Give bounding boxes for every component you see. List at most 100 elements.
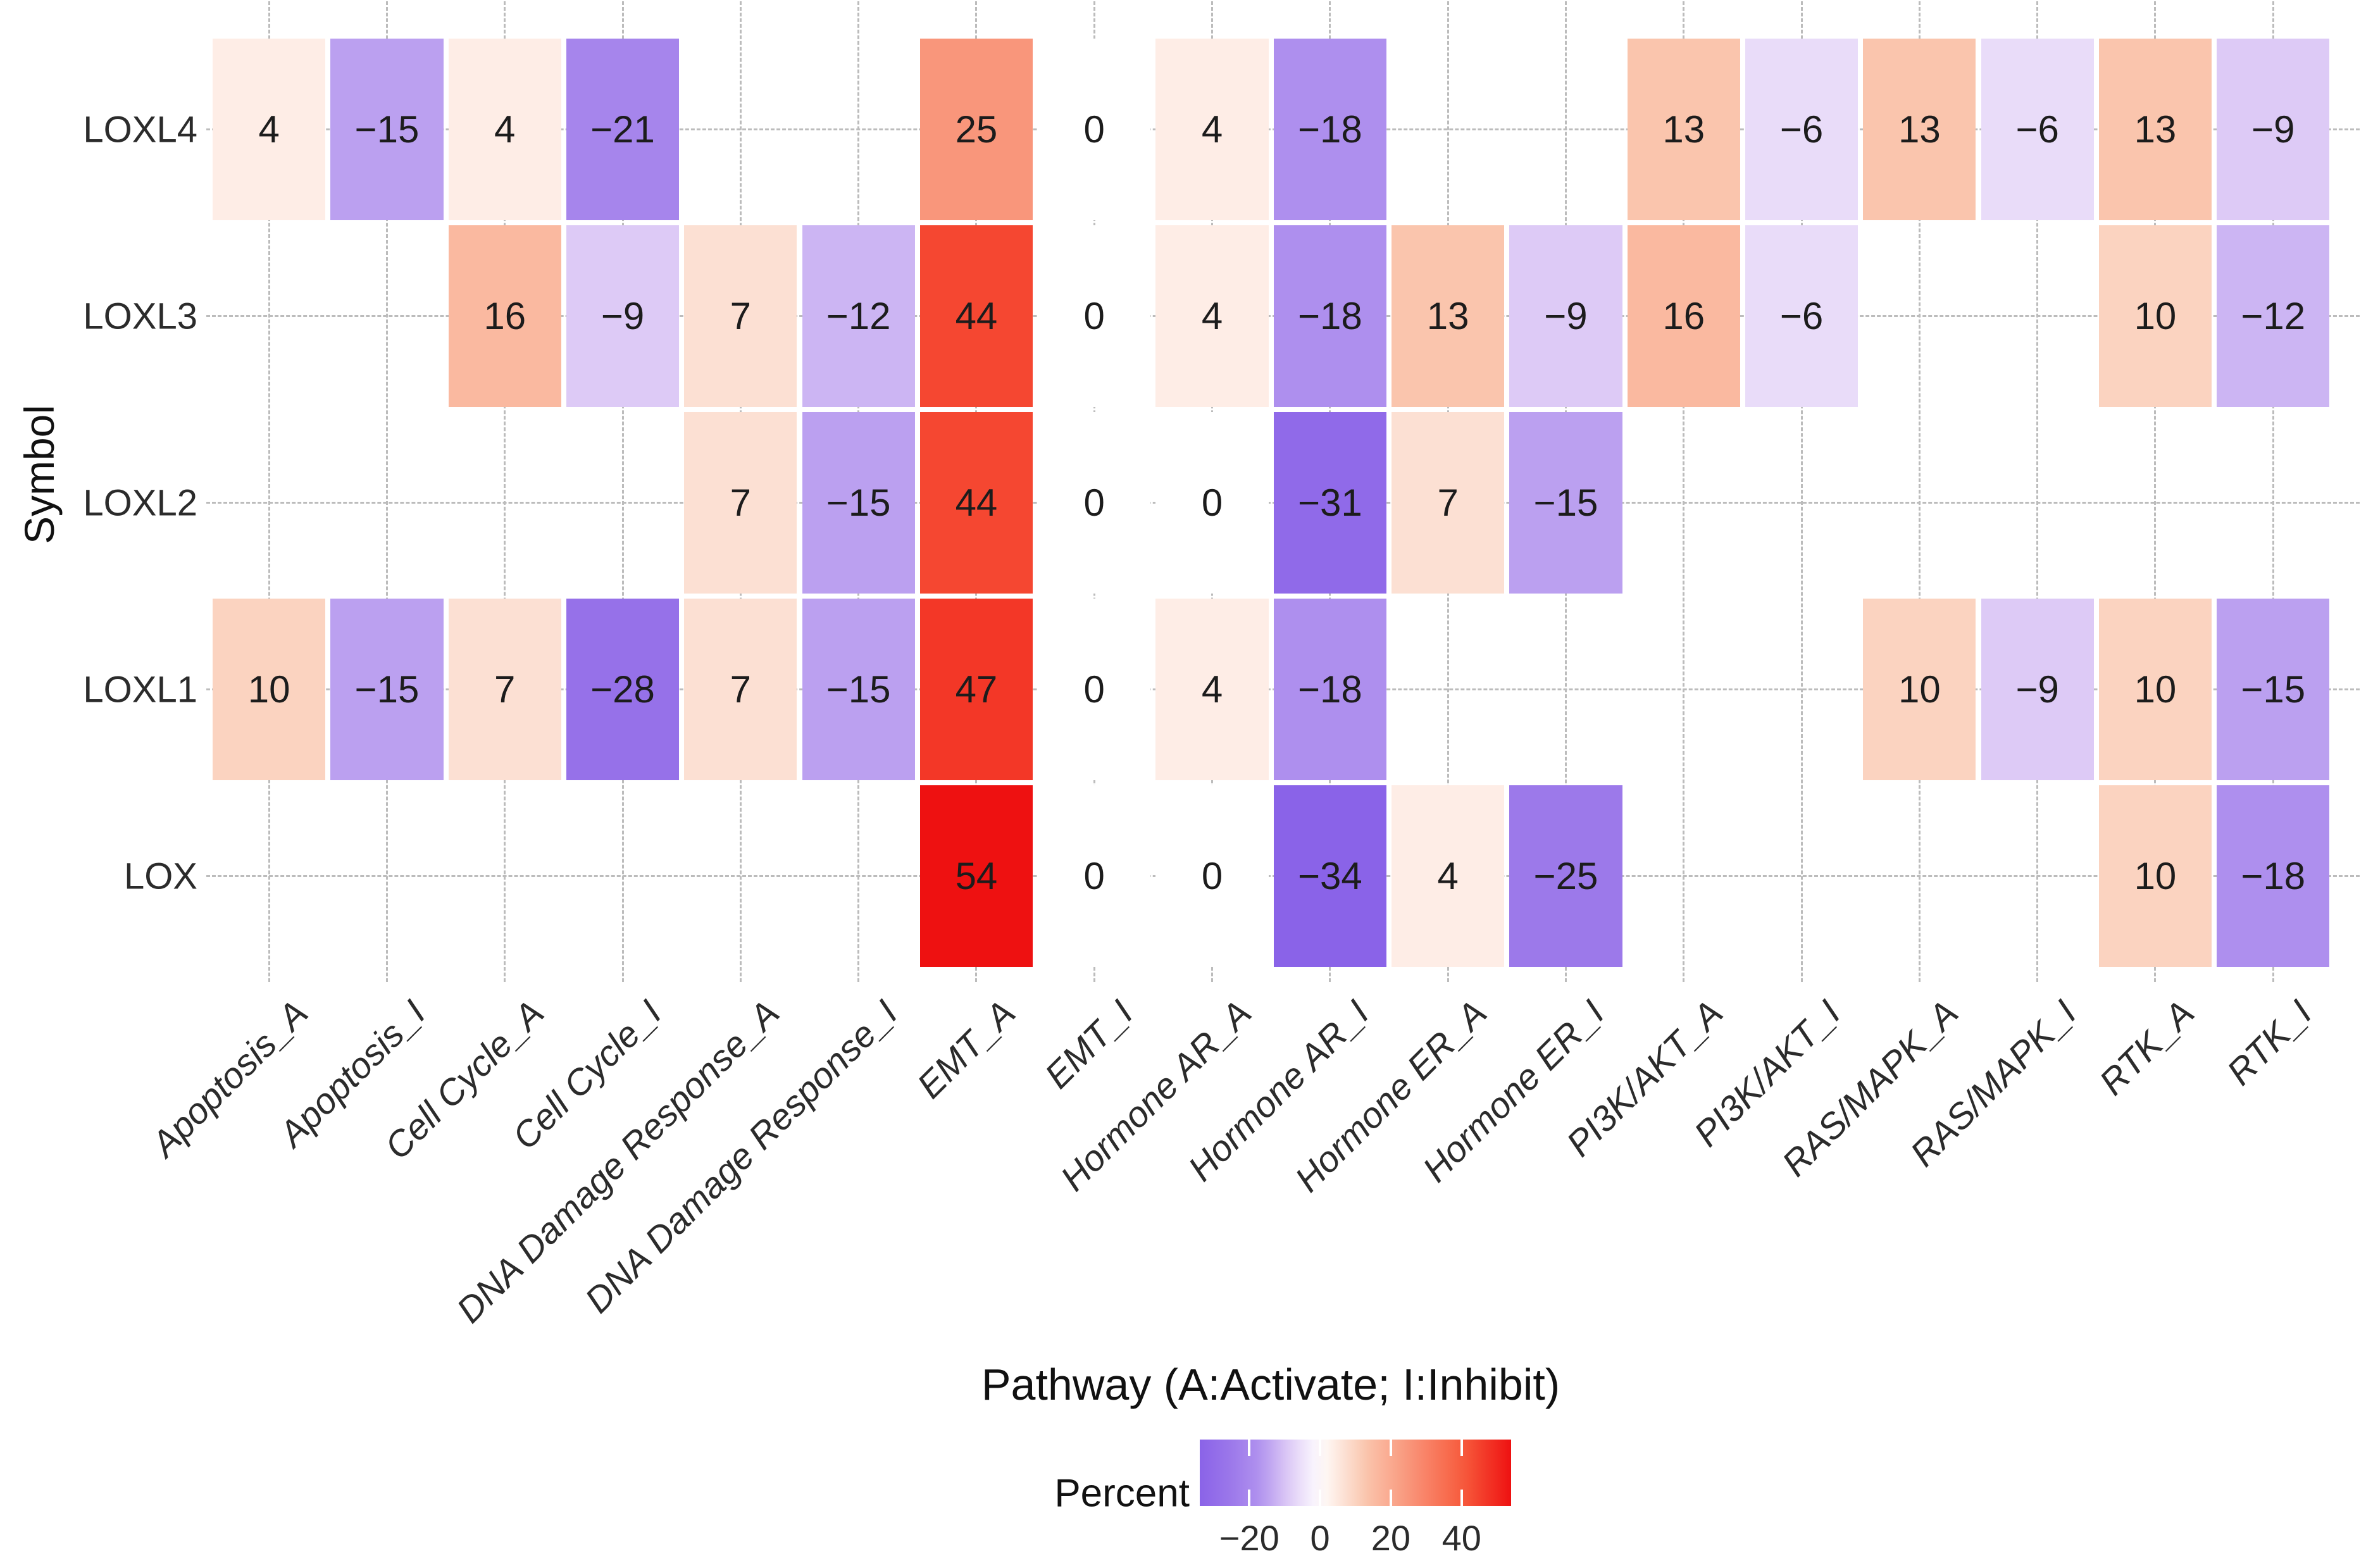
column-label-ras-mapk-a: RAS/MAPK_A: [1774, 992, 1967, 1185]
row-label-loxl3: LOXL3: [83, 296, 197, 337]
row-label-loxl2: LOXL2: [83, 482, 197, 523]
heatmap-cell: 13: [2098, 39, 2212, 220]
gridline-vertical: [504, 1, 506, 982]
heatmap-cell: 0: [1155, 412, 1269, 594]
row-label-lox: LOX: [123, 856, 197, 897]
heatmap-cell: −18: [1273, 599, 1386, 780]
gridline-vertical: [621, 1, 624, 982]
heatmap-cell: 10: [213, 599, 326, 780]
heatmap-cell: 4: [1155, 39, 1269, 220]
heatmap-cell: −18: [2217, 785, 2330, 967]
heatmap-cell: −12: [2217, 225, 2330, 407]
heatmap-cell: −9: [566, 225, 680, 407]
heatmap-cell: 4: [1392, 785, 1505, 967]
heatmap-cell: 10: [1863, 599, 1976, 780]
legend-tick-mark: [1319, 1440, 1322, 1456]
heatmap-cell: −6: [1745, 225, 1859, 407]
heatmap-cell: −15: [802, 412, 915, 594]
legend-tick-mark: [1248, 1490, 1251, 1506]
heatmap-cell: −18: [1273, 39, 1386, 220]
heatmap-cell: 10: [2098, 225, 2212, 407]
heatmap-cell: 0: [1155, 785, 1269, 967]
heatmap-cell: −12: [802, 225, 915, 407]
heatmap-cell: −18: [1273, 225, 1386, 407]
gridline-vertical: [2154, 1, 2157, 982]
row-label-loxl4: LOXL4: [83, 109, 197, 150]
column-label-pi3k-akt-i: PI3K/AKT_I: [1686, 992, 1849, 1155]
column-label-cell-cycle-a: Cell Cycle_A: [377, 992, 552, 1167]
heatmap-cell: 0: [1038, 225, 1151, 407]
legend-tick-label: 20: [1371, 1518, 1411, 1558]
heatmap-cell: −15: [2217, 599, 2330, 780]
legend-tick-mark: [1389, 1490, 1392, 1506]
column-label-cell-cycle-i: Cell Cycle_I: [504, 992, 670, 1157]
legend-tick-mark: [1248, 1440, 1251, 1456]
heatmap-cell: 7: [684, 412, 797, 594]
heatmap-cell: −9: [1981, 599, 2094, 780]
heatmap-cell: 0: [1038, 599, 1151, 780]
legend-tick-mark: [1460, 1440, 1463, 1456]
heatmap-cell: 10: [2098, 599, 2212, 780]
gridline-vertical: [1683, 1, 1685, 982]
heatmap-cell: −15: [330, 39, 444, 220]
legend-tick-label: 0: [1310, 1518, 1330, 1558]
heatmap-cell: 7: [448, 599, 561, 780]
heatmap-cell: −6: [1745, 39, 1859, 220]
heatmap-cell: 25: [919, 39, 1033, 220]
heatmap-cell: 16: [448, 225, 561, 407]
gridline-vertical: [268, 1, 270, 982]
heatmap-cell: 13: [1863, 39, 1976, 220]
gridline-vertical: [1800, 1, 1803, 982]
heatmap-cell: 47: [919, 599, 1033, 780]
heatmap-cell: 44: [919, 225, 1033, 407]
heatmap-cell: 13: [1392, 225, 1505, 407]
heatmap-cell: −28: [566, 599, 680, 780]
column-label-ras-mapk-i: RAS/MAPK_I: [1902, 992, 2084, 1174]
heatmap-cell: −34: [1273, 785, 1386, 967]
heatmap-cell: −9: [2217, 39, 2330, 220]
heatmap-cell: −15: [330, 599, 444, 780]
gridline-vertical: [385, 1, 388, 982]
row-label-loxl1: LOXL1: [83, 669, 197, 710]
x-axis-title: Pathway (A:Activate; I:Inhibit): [981, 1360, 1560, 1409]
heatmap-cell: 0: [1038, 412, 1151, 594]
heatmap-cell: 54: [919, 785, 1033, 967]
heatmap-cell: 0: [1038, 785, 1151, 967]
legend-tick-mark: [1460, 1490, 1463, 1506]
heatmap-cell: 0: [1038, 39, 1151, 220]
gridline-vertical: [2272, 1, 2274, 982]
heatmap-cell: 4: [213, 39, 326, 220]
heatmap-cell: −25: [1509, 785, 1622, 967]
heatmap-cell: 7: [1392, 412, 1505, 594]
gridline-vertical: [2036, 1, 2039, 982]
heatmap-cell: 10: [2098, 785, 2212, 967]
column-label-rtk-i: RTK_I: [2219, 992, 2320, 1093]
heatmap-cell: −21: [566, 39, 680, 220]
legend-tick-mark: [1389, 1440, 1392, 1456]
heatmap-cell: 4: [1155, 225, 1269, 407]
column-label-apoptosis-i: Apoptosis_I: [271, 992, 434, 1155]
legend-gradient-bar: [1200, 1440, 1511, 1506]
column-label-rtk-a: RTK_A: [2091, 992, 2202, 1104]
heatmap-cell: −31: [1273, 412, 1386, 594]
gridline-vertical: [1918, 1, 1921, 982]
heatmap-cell: 4: [448, 39, 561, 220]
heatmap-cell: −6: [1981, 39, 2094, 220]
heatmap-cell: 7: [684, 225, 797, 407]
column-label-emt-a: EMT_A: [909, 992, 1023, 1107]
heatmap-cell: 44: [919, 412, 1033, 594]
heatmap-cell: 13: [1627, 39, 1740, 220]
heatmap-cell: −15: [802, 599, 915, 780]
y-axis-title: Symbol: [16, 404, 63, 545]
heatmap-cell: −15: [1509, 412, 1622, 594]
legend-tick-label: 40: [1441, 1518, 1481, 1558]
legend-tick-mark: [1319, 1490, 1322, 1506]
legend-title: Percent: [1054, 1471, 1190, 1515]
column-label-dna-damage-response-i: DNA Damage Response_I: [576, 992, 906, 1321]
legend-tick-label: −20: [1219, 1518, 1280, 1558]
column-label-dna-damage-response-a: DNA Damage Response_A: [449, 992, 788, 1331]
heatmap-cell: 16: [1627, 225, 1740, 407]
heatmap-cell: 7: [684, 599, 797, 780]
heatmap-cell: −9: [1509, 225, 1622, 407]
